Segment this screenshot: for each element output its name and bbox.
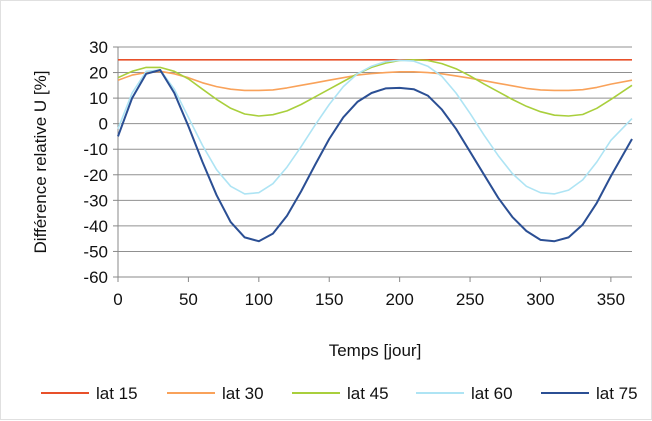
legend-label: lat 75: [596, 384, 638, 403]
x-tick-label: 100: [245, 290, 273, 309]
y-tick-label: -30: [83, 191, 108, 210]
legend-item: lat 15: [41, 384, 138, 403]
x-tick-label: 150: [315, 290, 343, 309]
series-line-lat-75: [117, 69, 633, 243]
x-tick-labels: 0 50 100 150 200 250 300 350: [113, 277, 625, 309]
series-lines: [117, 58, 633, 243]
y-tick-label: 30: [89, 38, 108, 57]
x-tick-label: 50: [179, 290, 198, 309]
y-tick-label: 0: [99, 115, 108, 134]
legend-item: lat 75: [541, 384, 638, 403]
y-tick-label: 20: [89, 64, 108, 83]
y-tick-label: -40: [83, 217, 108, 236]
series-line-lat-45: [117, 58, 633, 117]
x-tick-label: 0: [113, 290, 122, 309]
legend-item: lat 30: [167, 384, 264, 403]
x-tick-label: 350: [597, 290, 625, 309]
legend-label: lat 30: [222, 384, 264, 403]
legend-label: lat 45: [347, 384, 389, 403]
x-axis-title: Temps [jour]: [329, 341, 422, 360]
y-tick-label: -60: [83, 268, 108, 287]
legend-label: lat 60: [471, 384, 513, 403]
y-axis-title: Différence relative U [%]: [31, 71, 50, 254]
y-tick-label: -10: [83, 140, 108, 159]
series-line-lat-60: [117, 59, 633, 195]
legend-label: lat 15: [96, 384, 138, 403]
y-tick-labels: 30 20 10 0 -10 -20 -30 -40 -50 -60: [83, 38, 108, 287]
series-line-lat-30: [117, 70, 633, 92]
x-tick-label: 300: [526, 290, 554, 309]
y-tick-label: -20: [83, 166, 108, 185]
legend: lat 15 lat 30 lat 45 lat 60 lat 75: [41, 384, 638, 403]
x-tick-label: 200: [385, 290, 413, 309]
legend-item: lat 45: [292, 384, 389, 403]
plot-area: [118, 47, 632, 277]
y-tick-label: 10: [89, 89, 108, 108]
legend-item: lat 60: [416, 384, 513, 403]
y-tick-label: -50: [83, 242, 108, 261]
x-tick-label: 250: [456, 290, 484, 309]
